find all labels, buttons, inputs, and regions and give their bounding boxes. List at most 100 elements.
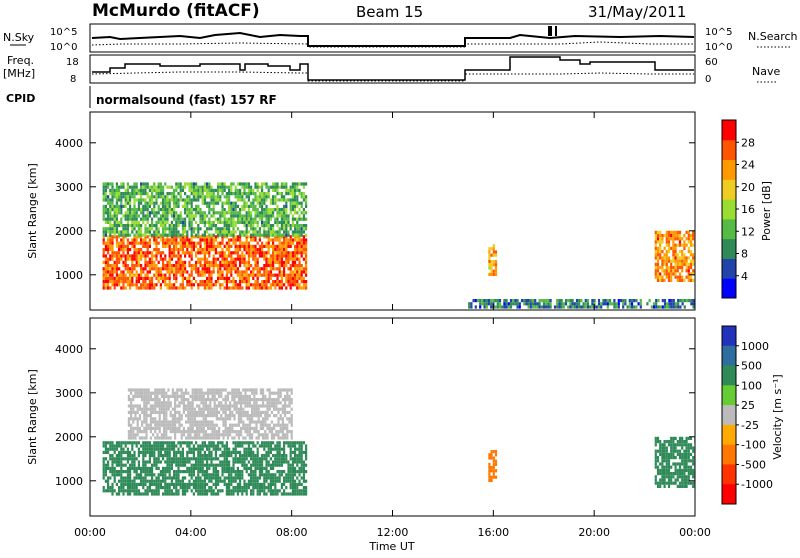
data-cell (259, 286, 261, 289)
data-cell (279, 480, 281, 483)
data-cell (200, 427, 202, 430)
data-cell (252, 205, 254, 208)
data-cell (243, 186, 245, 189)
data-cell (543, 305, 545, 308)
data-cell (296, 218, 298, 221)
data-cell (114, 476, 116, 479)
data-cell (292, 274, 294, 277)
data-cell (171, 208, 173, 211)
data-cell (215, 258, 217, 261)
data-cell (137, 424, 139, 427)
data-cell (147, 486, 149, 489)
data-cell (204, 186, 206, 189)
data-cell (561, 305, 563, 308)
data-cell (210, 283, 212, 286)
data-cell (111, 227, 113, 230)
data-cell (127, 480, 129, 483)
data-cell (177, 457, 179, 460)
data-cell (497, 302, 499, 305)
data-cell (116, 198, 118, 201)
data-cell (248, 264, 250, 267)
data-cell (147, 214, 149, 217)
data-cell (298, 270, 300, 273)
data-cell (145, 411, 147, 414)
data-cell (136, 470, 138, 473)
data-cell (287, 214, 289, 217)
data-cell (235, 486, 237, 489)
data-cell (173, 238, 175, 241)
data-cell (631, 302, 633, 305)
data-cell (257, 483, 259, 486)
data-cell (114, 444, 116, 447)
data-cell (208, 457, 210, 460)
data-cell (265, 473, 267, 476)
data-cell (301, 267, 303, 270)
data-cell (178, 395, 180, 398)
data-cell (214, 427, 216, 430)
data-cell (160, 470, 162, 473)
data-cell (133, 476, 135, 479)
data-cell (659, 266, 661, 269)
data-cell (248, 189, 250, 192)
data-cell (204, 444, 206, 447)
data-cell (175, 280, 177, 283)
data-cell (259, 267, 261, 270)
data-cell (206, 280, 208, 283)
data-cell (164, 467, 166, 470)
data-cell (228, 202, 230, 205)
data-cell (563, 302, 565, 305)
data-cell (172, 430, 174, 433)
data-cell (127, 242, 129, 245)
data-cell (170, 395, 172, 398)
data-cell (298, 264, 300, 267)
data-cell (131, 258, 133, 261)
data-cell (285, 280, 287, 283)
data-cell (292, 464, 294, 467)
data-cell (241, 457, 243, 460)
data-cell (197, 464, 199, 467)
data-cell (244, 427, 246, 430)
data-cell (208, 218, 210, 221)
data-cell (503, 305, 505, 308)
data-cell (182, 245, 184, 248)
data-cell (301, 227, 303, 230)
data-cell (668, 244, 670, 247)
data-cell (180, 286, 182, 289)
data-cell (170, 404, 172, 407)
data-cell (166, 192, 168, 195)
data-cell (237, 214, 239, 217)
data-cell (248, 486, 250, 489)
data-cell (153, 451, 155, 454)
data-cell (131, 238, 133, 241)
data-cell (138, 489, 140, 492)
data-cell (659, 256, 661, 259)
data-cell (301, 470, 303, 473)
data-cell (247, 404, 249, 407)
data-cell (162, 198, 164, 201)
data-cell (158, 195, 160, 198)
data-cell (270, 473, 272, 476)
data-cell (657, 240, 659, 243)
data-cell (265, 286, 267, 289)
data-cell (171, 480, 173, 483)
data-cell (657, 250, 659, 253)
data-cell (292, 457, 294, 460)
data-cell (272, 480, 274, 483)
data-cell (301, 224, 303, 227)
data-cell (675, 260, 677, 263)
data-cell (244, 430, 246, 433)
data-cell (242, 411, 244, 414)
data-cell (274, 218, 276, 221)
data-cell (240, 392, 242, 395)
data-cell (279, 464, 281, 467)
data-cell (231, 414, 233, 417)
data-cell (120, 195, 122, 198)
data-cell (301, 230, 303, 233)
data-cell (133, 234, 135, 237)
data-cell (153, 444, 155, 447)
data-cell (166, 198, 168, 201)
data-cell (265, 464, 267, 467)
data-cell (131, 444, 133, 447)
data-cell (127, 454, 129, 457)
data-cell (204, 264, 206, 267)
